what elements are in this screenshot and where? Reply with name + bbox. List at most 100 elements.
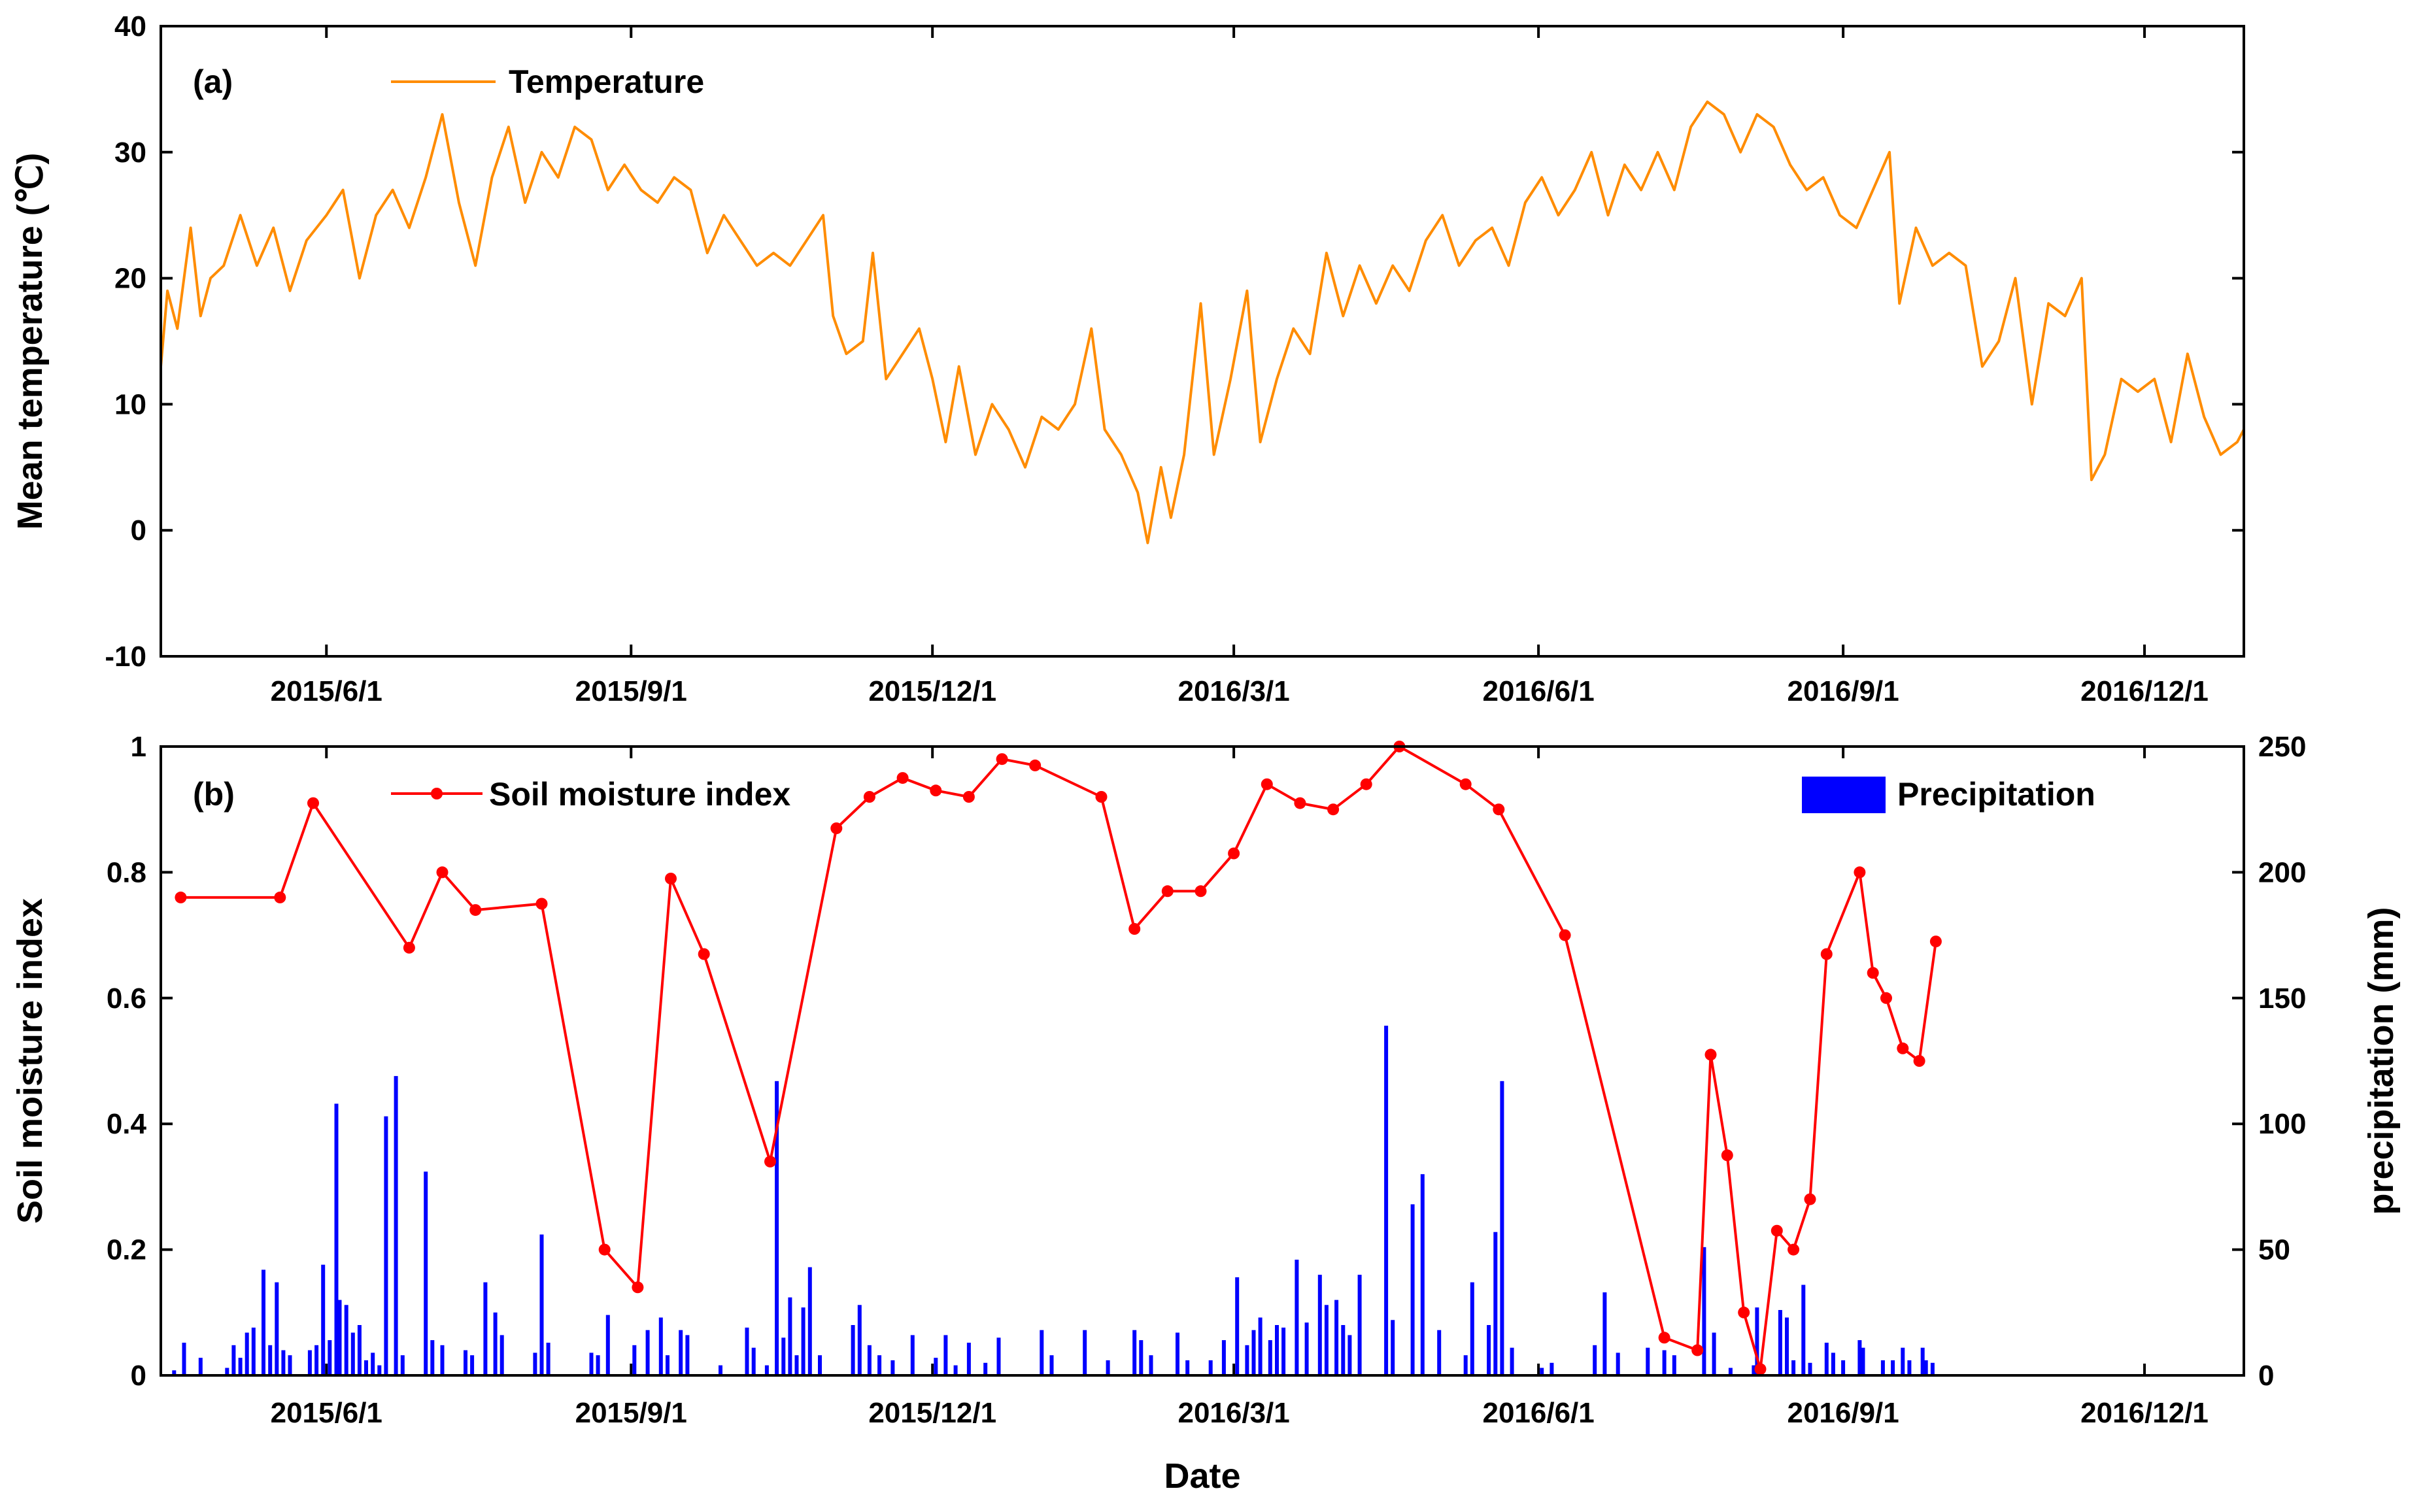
precipitation-bar [1251, 1330, 1256, 1375]
precipitation-bar [1550, 1362, 1554, 1375]
panel-a-y-ticks: -10 0 10 20 30 40 [105, 10, 2244, 673]
precipitation-bar [1040, 1330, 1044, 1375]
precipitation-bar [1801, 1285, 1806, 1375]
precipitation-bar [1347, 1335, 1352, 1375]
panel-b-label: (b) [193, 776, 235, 813]
precipitation-bar [1281, 1327, 1286, 1375]
soil-moisture-point [274, 891, 286, 903]
precipitation-bar [182, 1343, 186, 1375]
precipitation-bar [745, 1327, 749, 1375]
precipitation-bar [1602, 1292, 1607, 1375]
precipitation-bar [371, 1352, 375, 1375]
precipitation-bar [890, 1360, 895, 1375]
precipitation-bar [1662, 1350, 1667, 1375]
soil-moisture-point [1261, 778, 1273, 790]
panel-a-x-tick-label: 2015/9/1 [575, 675, 687, 707]
precipitation-bar [1540, 1368, 1544, 1375]
precipitation-bar [307, 1350, 312, 1375]
soil-moisture-point [175, 891, 187, 903]
precipitation-bar [1139, 1340, 1144, 1375]
precipitation-bar [1149, 1355, 1153, 1375]
precipitation-bar [400, 1355, 405, 1375]
precipitation-bar [1176, 1332, 1179, 1375]
precipitation-bar [877, 1355, 882, 1375]
precipitation-bar [384, 1116, 388, 1375]
precipitation-bar [364, 1360, 368, 1375]
panel-a-label: (a) [193, 63, 233, 100]
precipitation-bar [781, 1337, 786, 1375]
soil-moisture-point [307, 797, 319, 809]
soil-moisture-point [1559, 929, 1571, 941]
panel-b-right-y-tick-label: 150 [2258, 983, 2306, 1015]
precipitation-bar [1258, 1317, 1262, 1375]
precipitation-bar [764, 1365, 769, 1375]
panel-b-x-tick-label: 2016/6/1 [1482, 1397, 1594, 1429]
precipitation-bar [658, 1317, 663, 1375]
panel-b-right-y-tick-label: 50 [2258, 1234, 2290, 1266]
soil-moisture-point [1771, 1224, 1783, 1237]
panel-b-left-y-tick-label: 0.4 [107, 1108, 147, 1140]
panel-a-y-tick-label: 10 [114, 388, 146, 420]
precipitation-bar [1463, 1355, 1468, 1375]
precipitation-bar [1831, 1352, 1835, 1375]
precipitation-bar [685, 1335, 690, 1375]
panel-a-y-tick-label: 30 [114, 137, 146, 169]
precipitation-bar [1824, 1343, 1829, 1375]
panel-b-frame [160, 745, 2245, 1377]
panel-b-x-ticks: 2015/6/1 2015/9/1 2015/12/1 2016/3/1 2016/6/… [271, 747, 2209, 1429]
precipitation-bar [470, 1355, 475, 1375]
precipitation-bar [337, 1300, 342, 1375]
panel-b-label-close: ) [224, 776, 235, 813]
panel-b-label-letter: b [204, 776, 224, 813]
panel-a-x-tick-label: 2016/6/1 [1482, 675, 1594, 707]
precipitation-bar [605, 1315, 610, 1375]
precipitation-bar [996, 1337, 1001, 1375]
soil-moisture-point [1161, 885, 1174, 898]
precipitation-bar [275, 1282, 279, 1375]
soil-moisture-point [1880, 992, 1892, 1004]
precipitation-bar [1785, 1317, 1789, 1375]
precipitation-bar [350, 1332, 355, 1375]
soil-moisture-point [1360, 778, 1372, 790]
soil-moisture-point [698, 948, 710, 960]
precipitation-bar [1646, 1347, 1650, 1375]
precipitation-bar [344, 1305, 348, 1375]
precipitation-bar [1920, 1347, 1925, 1375]
soil-moisture-point [469, 904, 482, 916]
precipitation-bar [589, 1352, 594, 1375]
precipitation-bar [1752, 1365, 1756, 1375]
precipitation-bar [1493, 1232, 1498, 1375]
soil-moisture-point [830, 822, 843, 835]
precipitation-bars [172, 1026, 1935, 1375]
panel-a-y-axis-title: Mean temperature (℃) [10, 153, 50, 530]
soil-moisture-point [896, 772, 909, 784]
precipitation-bar [1616, 1352, 1620, 1375]
soil-moisture-point [1721, 1149, 1733, 1162]
soil-moisture-point [1195, 885, 1207, 898]
panel-b-left-y-ticks: 0 0.2 0.4 0.6 0.8 1 [107, 731, 173, 1392]
precipitation-bar [1808, 1362, 1812, 1375]
soil-moisture-point [863, 791, 875, 803]
soil-moisture-point [535, 898, 548, 910]
soil-moisture-point [403, 941, 415, 954]
precipitation-bar [268, 1345, 273, 1375]
precipitation-bar [953, 1365, 958, 1375]
panel-b-right-y-tick-label: 250 [2258, 731, 2306, 763]
soil-moisture-point [1294, 797, 1306, 809]
panel-b-x-tick-label: 2015/6/1 [271, 1397, 382, 1429]
precipitation-bar [719, 1365, 722, 1375]
soil-moisture-point [1913, 1055, 1925, 1067]
soil-moisture-point [1704, 1049, 1717, 1061]
panel-b-left-y-tick-label: 0 [131, 1360, 146, 1392]
precipitation-bar [533, 1352, 537, 1375]
panel-b-label-open: ( [193, 776, 204, 813]
soil-moisture-point [1095, 791, 1108, 803]
precipitation-bar [424, 1171, 428, 1375]
legend-precipitation-swatch [1802, 777, 1886, 813]
precipitation-bar [1778, 1310, 1782, 1375]
precipitation-bar [539, 1234, 544, 1375]
soil-moisture-point [1493, 803, 1505, 816]
precipitation-bar [1487, 1325, 1491, 1375]
